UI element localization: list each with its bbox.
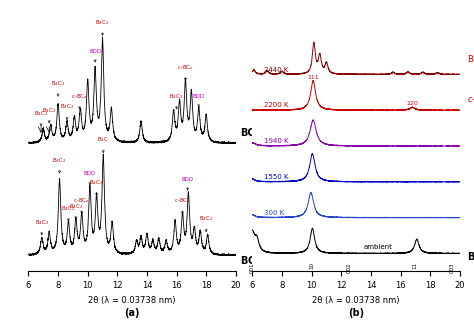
Text: BC$_5$: BC$_5$ <box>467 250 474 264</box>
Text: c-BC$_z$: c-BC$_z$ <box>177 63 194 80</box>
Text: B$_4$C$_2$: B$_4$C$_2$ <box>52 156 67 173</box>
Text: BDD + B$_4$C: BDD + B$_4$C <box>467 54 474 66</box>
Text: B$_4$C$_2$: B$_4$C$_2$ <box>69 202 83 219</box>
Text: B$_4$C$_2$: B$_4$C$_2$ <box>90 178 104 195</box>
Text: 11: 11 <box>413 262 418 269</box>
Text: c-BC$_z$: c-BC$_z$ <box>174 196 191 213</box>
Text: BDD: BDD <box>182 177 194 190</box>
Text: B$_4$C$_2$: B$_4$C$_2$ <box>42 106 56 123</box>
Text: ambient: ambient <box>364 244 393 250</box>
Text: 220: 220 <box>406 101 419 106</box>
Text: B$_4$C$_2$: B$_4$C$_2$ <box>61 204 76 221</box>
Text: 2200 K: 2200 K <box>264 102 289 108</box>
Text: B$_4$C$_2$: B$_4$C$_2$ <box>51 79 65 96</box>
Text: BC: BC <box>240 128 255 138</box>
Text: c-BC$_z$: c-BC$_z$ <box>71 92 88 109</box>
Text: (b): (b) <box>348 308 364 318</box>
Text: 10: 10 <box>309 262 314 269</box>
Text: B$_4$C$_2$: B$_4$C$_2$ <box>34 109 48 126</box>
Text: B$_4$C: B$_4$C <box>97 135 109 153</box>
Text: B$_4$C$_2$: B$_4$C$_2$ <box>95 18 109 35</box>
Text: B$_4$C$_2$: B$_4$C$_2$ <box>169 92 184 109</box>
Text: BDD: BDD <box>193 94 205 107</box>
Text: BDD: BDD <box>89 49 101 62</box>
Text: 1550 K: 1550 K <box>264 174 289 180</box>
Text: BC$_3$: BC$_3$ <box>240 254 261 268</box>
X-axis label: 2θ (λ = 0.03738 nm): 2θ (λ = 0.03738 nm) <box>312 296 400 305</box>
Text: c-BC$_z$: c-BC$_z$ <box>73 196 90 213</box>
Text: 001: 001 <box>250 262 255 273</box>
Text: B$_4$C$_2$: B$_4$C$_2$ <box>199 214 213 232</box>
Text: (a): (a) <box>124 308 140 318</box>
Text: 003: 003 <box>450 262 455 273</box>
Text: 2440 K: 2440 K <box>264 67 289 72</box>
Text: B$_4$C$_2$: B$_4$C$_2$ <box>60 102 74 120</box>
Text: c-BC$_z$: c-BC$_z$ <box>467 93 474 106</box>
Text: 002: 002 <box>346 262 351 273</box>
Text: 111: 111 <box>307 75 319 80</box>
Text: B$_4$C$_2$: B$_4$C$_2$ <box>35 218 49 235</box>
Text: 300 K: 300 K <box>264 210 284 216</box>
X-axis label: 2θ (λ = 0.03738 nm): 2θ (λ = 0.03738 nm) <box>88 296 176 305</box>
Text: 1940 K: 1940 K <box>264 138 289 144</box>
Text: BDD: BDD <box>84 171 96 185</box>
